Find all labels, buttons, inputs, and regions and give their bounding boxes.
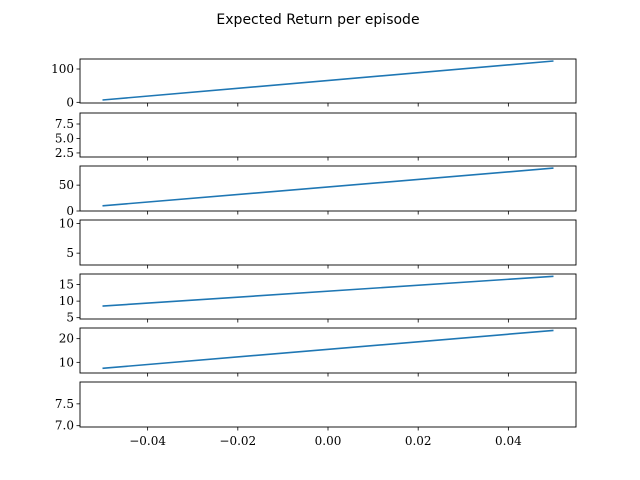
y-tick-label: 7.5 bbox=[55, 117, 74, 131]
y-tick-label: 20 bbox=[59, 332, 74, 346]
x-tick-label: 0.00 bbox=[315, 434, 342, 448]
x-tick-label: 0.04 bbox=[495, 434, 522, 448]
series-line bbox=[102, 167, 554, 207]
subplot-2: 2.55.07.5 bbox=[55, 112, 577, 161]
subplot-grid: 01002.55.07.50505105101510207.07.5−0.04−… bbox=[51, 58, 577, 448]
y-tick-label: 50 bbox=[59, 178, 74, 192]
series-line bbox=[102, 275, 554, 307]
subplot-4: 5 10 bbox=[59, 217, 577, 269]
y-tick-label: 10 bbox=[59, 294, 74, 308]
axes-frame bbox=[79, 273, 577, 320]
axes-frame bbox=[79, 112, 577, 158]
subplot-7: 7.0 7.5 −0.04 −0.02 0.00 0.02 0.04 bbox=[55, 381, 577, 448]
subplot-5: 5 10 15 bbox=[59, 273, 577, 325]
subplot-3: 0 50 bbox=[59, 165, 577, 218]
y-tick-label: 15 bbox=[59, 278, 74, 292]
y-tick-label: 0 bbox=[66, 204, 74, 218]
y-tick-label: 10 bbox=[59, 355, 74, 369]
subplot-6: 10 20 bbox=[59, 327, 577, 377]
y-tick-label: 5.0 bbox=[55, 131, 74, 145]
x-tick-label: −0.02 bbox=[219, 434, 256, 448]
y-tick-label: 100 bbox=[51, 62, 74, 76]
subplot-1: 0 100 bbox=[51, 58, 577, 109]
y-tick-label: 0 bbox=[66, 95, 74, 109]
axes-frame bbox=[79, 219, 577, 266]
y-tick-label: 10 bbox=[59, 217, 74, 231]
x-tick-label: −0.04 bbox=[129, 434, 166, 448]
series-line bbox=[102, 60, 554, 101]
y-tick-label: 7.5 bbox=[55, 397, 74, 411]
axes-frame bbox=[79, 381, 577, 428]
chart-title: Expected Return per episode bbox=[216, 12, 419, 28]
y-tick-label: 2.5 bbox=[55, 146, 74, 160]
x-tick-label: 0.02 bbox=[405, 434, 432, 448]
y-tick-label: 5 bbox=[66, 311, 74, 325]
series-line bbox=[102, 329, 554, 370]
y-tick-label: 5 bbox=[66, 246, 74, 260]
y-tick-label: 7.0 bbox=[55, 419, 74, 433]
